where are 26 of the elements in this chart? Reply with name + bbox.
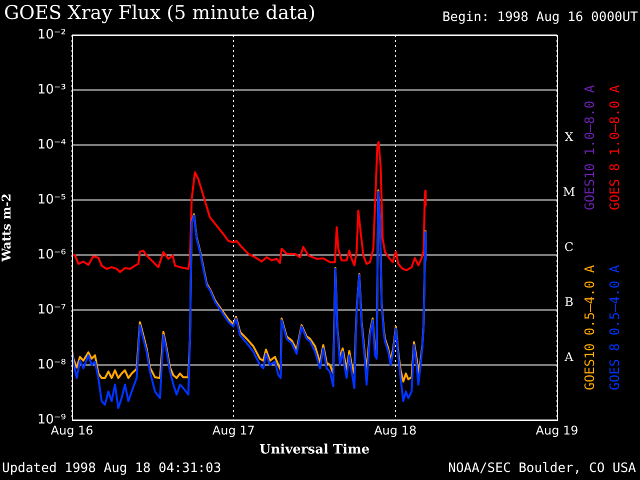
text: M bbox=[562, 185, 576, 200]
x-tick-label: Aug 17 bbox=[212, 423, 255, 438]
y-tick-label: 10⁻⁷ bbox=[37, 302, 66, 318]
x-tick-label: Aug 18 bbox=[374, 423, 417, 438]
chart-subtitle: Begin: 1998 Aug 16 0000UT bbox=[442, 10, 638, 25]
y-tick-label: 10⁻⁴ bbox=[37, 137, 66, 152]
legend-label: GOES10 1.0–8.0 A bbox=[583, 85, 598, 210]
text: NOAA/SEC Boulder, CO USA bbox=[448, 461, 636, 476]
y-axis-title: Watts m-2 bbox=[0, 193, 14, 263]
x-axis-title: Universal Time bbox=[259, 442, 370, 458]
y-tick-label: 10⁻⁸ bbox=[37, 357, 66, 372]
text: C bbox=[564, 240, 574, 254]
x-tick-label: Aug 19 bbox=[536, 423, 578, 438]
chart-title: GOES Xray Flux (5 minute data) bbox=[4, 2, 316, 24]
text: GOES10 0.5–4.0 A bbox=[583, 265, 598, 390]
text: X bbox=[564, 130, 574, 144]
y-tick-label: 10⁻³ bbox=[37, 82, 66, 98]
text: GOES 8 0.5–4.0 A bbox=[608, 265, 623, 390]
text: B bbox=[564, 295, 574, 310]
y-tick-label: 10⁻⁶ bbox=[37, 247, 66, 262]
text: Updated 1998 Aug 18 04:31:03 bbox=[2, 461, 222, 476]
y-tick-label: 10⁻² bbox=[37, 27, 66, 42]
x-tick-label: Aug 16 bbox=[50, 423, 94, 438]
y-tick-label: 10⁻⁵ bbox=[37, 192, 66, 208]
text: A bbox=[564, 350, 574, 364]
text: GOES 8 1.0–8.0 A bbox=[608, 85, 623, 210]
